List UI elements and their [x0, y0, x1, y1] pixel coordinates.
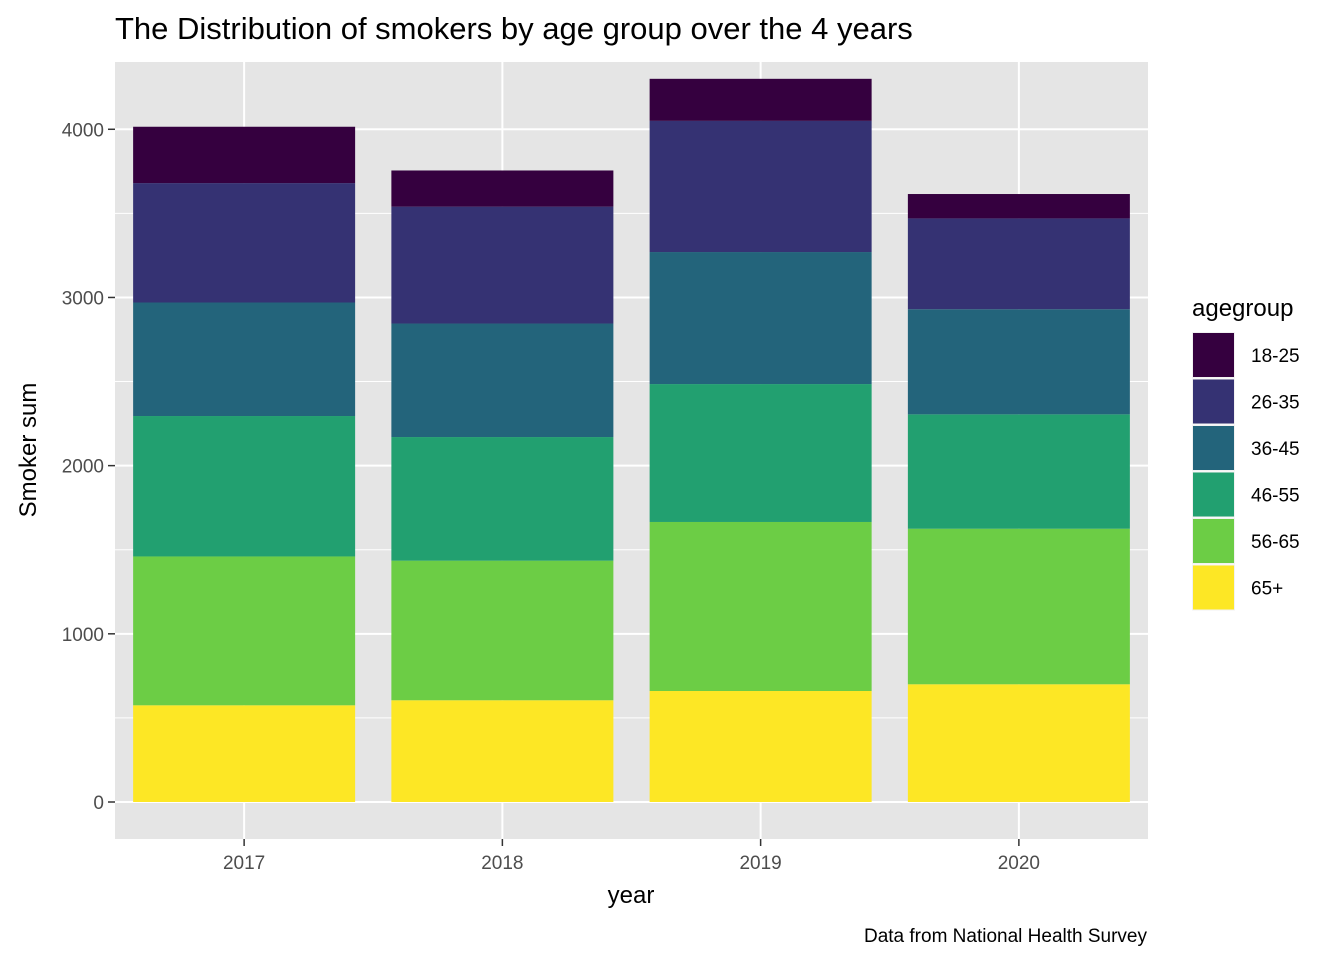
legend-label: 46-55: [1251, 486, 1300, 507]
x-axis: 2017 2018 2019 2020: [223, 839, 1040, 874]
legend: agegroup 18-25 26-35 36-45 46-55 56-65 65+: [1192, 295, 1300, 611]
legend-key: [1193, 565, 1234, 610]
bar-segment: [907, 684, 1130, 802]
y-tick-label: 2000: [62, 457, 104, 478]
bar-segment: [649, 78, 872, 121]
bar-segment: [133, 302, 356, 417]
bar-segment: [391, 560, 614, 701]
x-tick-label: 2020: [998, 853, 1040, 874]
bar-segment: [907, 528, 1130, 685]
bar-segment: [649, 691, 872, 802]
bar-segment: [907, 309, 1130, 415]
y-axis-title: Smoker sum: [15, 383, 42, 518]
legend-label: 56-65: [1251, 532, 1300, 553]
legend-key: [1193, 379, 1234, 424]
y-tick-label: 3000: [62, 288, 104, 309]
legend-label: 26-35: [1251, 393, 1300, 414]
bar-segment: [907, 414, 1130, 529]
bar-segment: [649, 384, 872, 522]
bar-segment: [133, 183, 356, 303]
bar-segment: [649, 120, 872, 253]
x-tick-label: 2018: [481, 853, 523, 874]
bar-segment: [391, 170, 614, 207]
bar-segment: [133, 126, 356, 184]
legend-label: 36-45: [1251, 439, 1300, 460]
bar-segment: [391, 323, 614, 438]
caption: Data from National Health Survey: [864, 926, 1148, 947]
legend-key: [1193, 519, 1234, 563]
y-tick-label: 4000: [62, 120, 104, 141]
chart-title: The Distribution of smokers by age group…: [115, 11, 913, 46]
bar-segment: [649, 252, 872, 385]
y-tick-label: 1000: [62, 625, 104, 646]
legend-label: 65+: [1251, 579, 1283, 600]
legend-label: 18-25: [1251, 346, 1300, 367]
legend-key: [1193, 472, 1234, 517]
bar-segment: [391, 206, 614, 324]
bar-segment: [907, 194, 1130, 219]
bar-segment: [649, 521, 872, 691]
bar-segment: [907, 218, 1130, 310]
x-tick-label: 2017: [223, 853, 265, 874]
y-tick-label: 0: [93, 793, 104, 814]
bar-segment: [133, 556, 356, 706]
y-axis: 0 1000 2000 3000 4000: [62, 120, 115, 814]
bar-segment: [391, 437, 614, 561]
legend-title: agegroup: [1192, 295, 1293, 322]
x-axis-title: year: [608, 882, 655, 909]
legend-key: [1193, 333, 1234, 377]
bar-segment: [133, 705, 356, 802]
bars: [133, 78, 1130, 802]
bar-segment: [391, 700, 614, 802]
x-tick-label: 2019: [739, 853, 781, 874]
bar-segment: [133, 416, 356, 557]
legend-key: [1193, 426, 1234, 470]
